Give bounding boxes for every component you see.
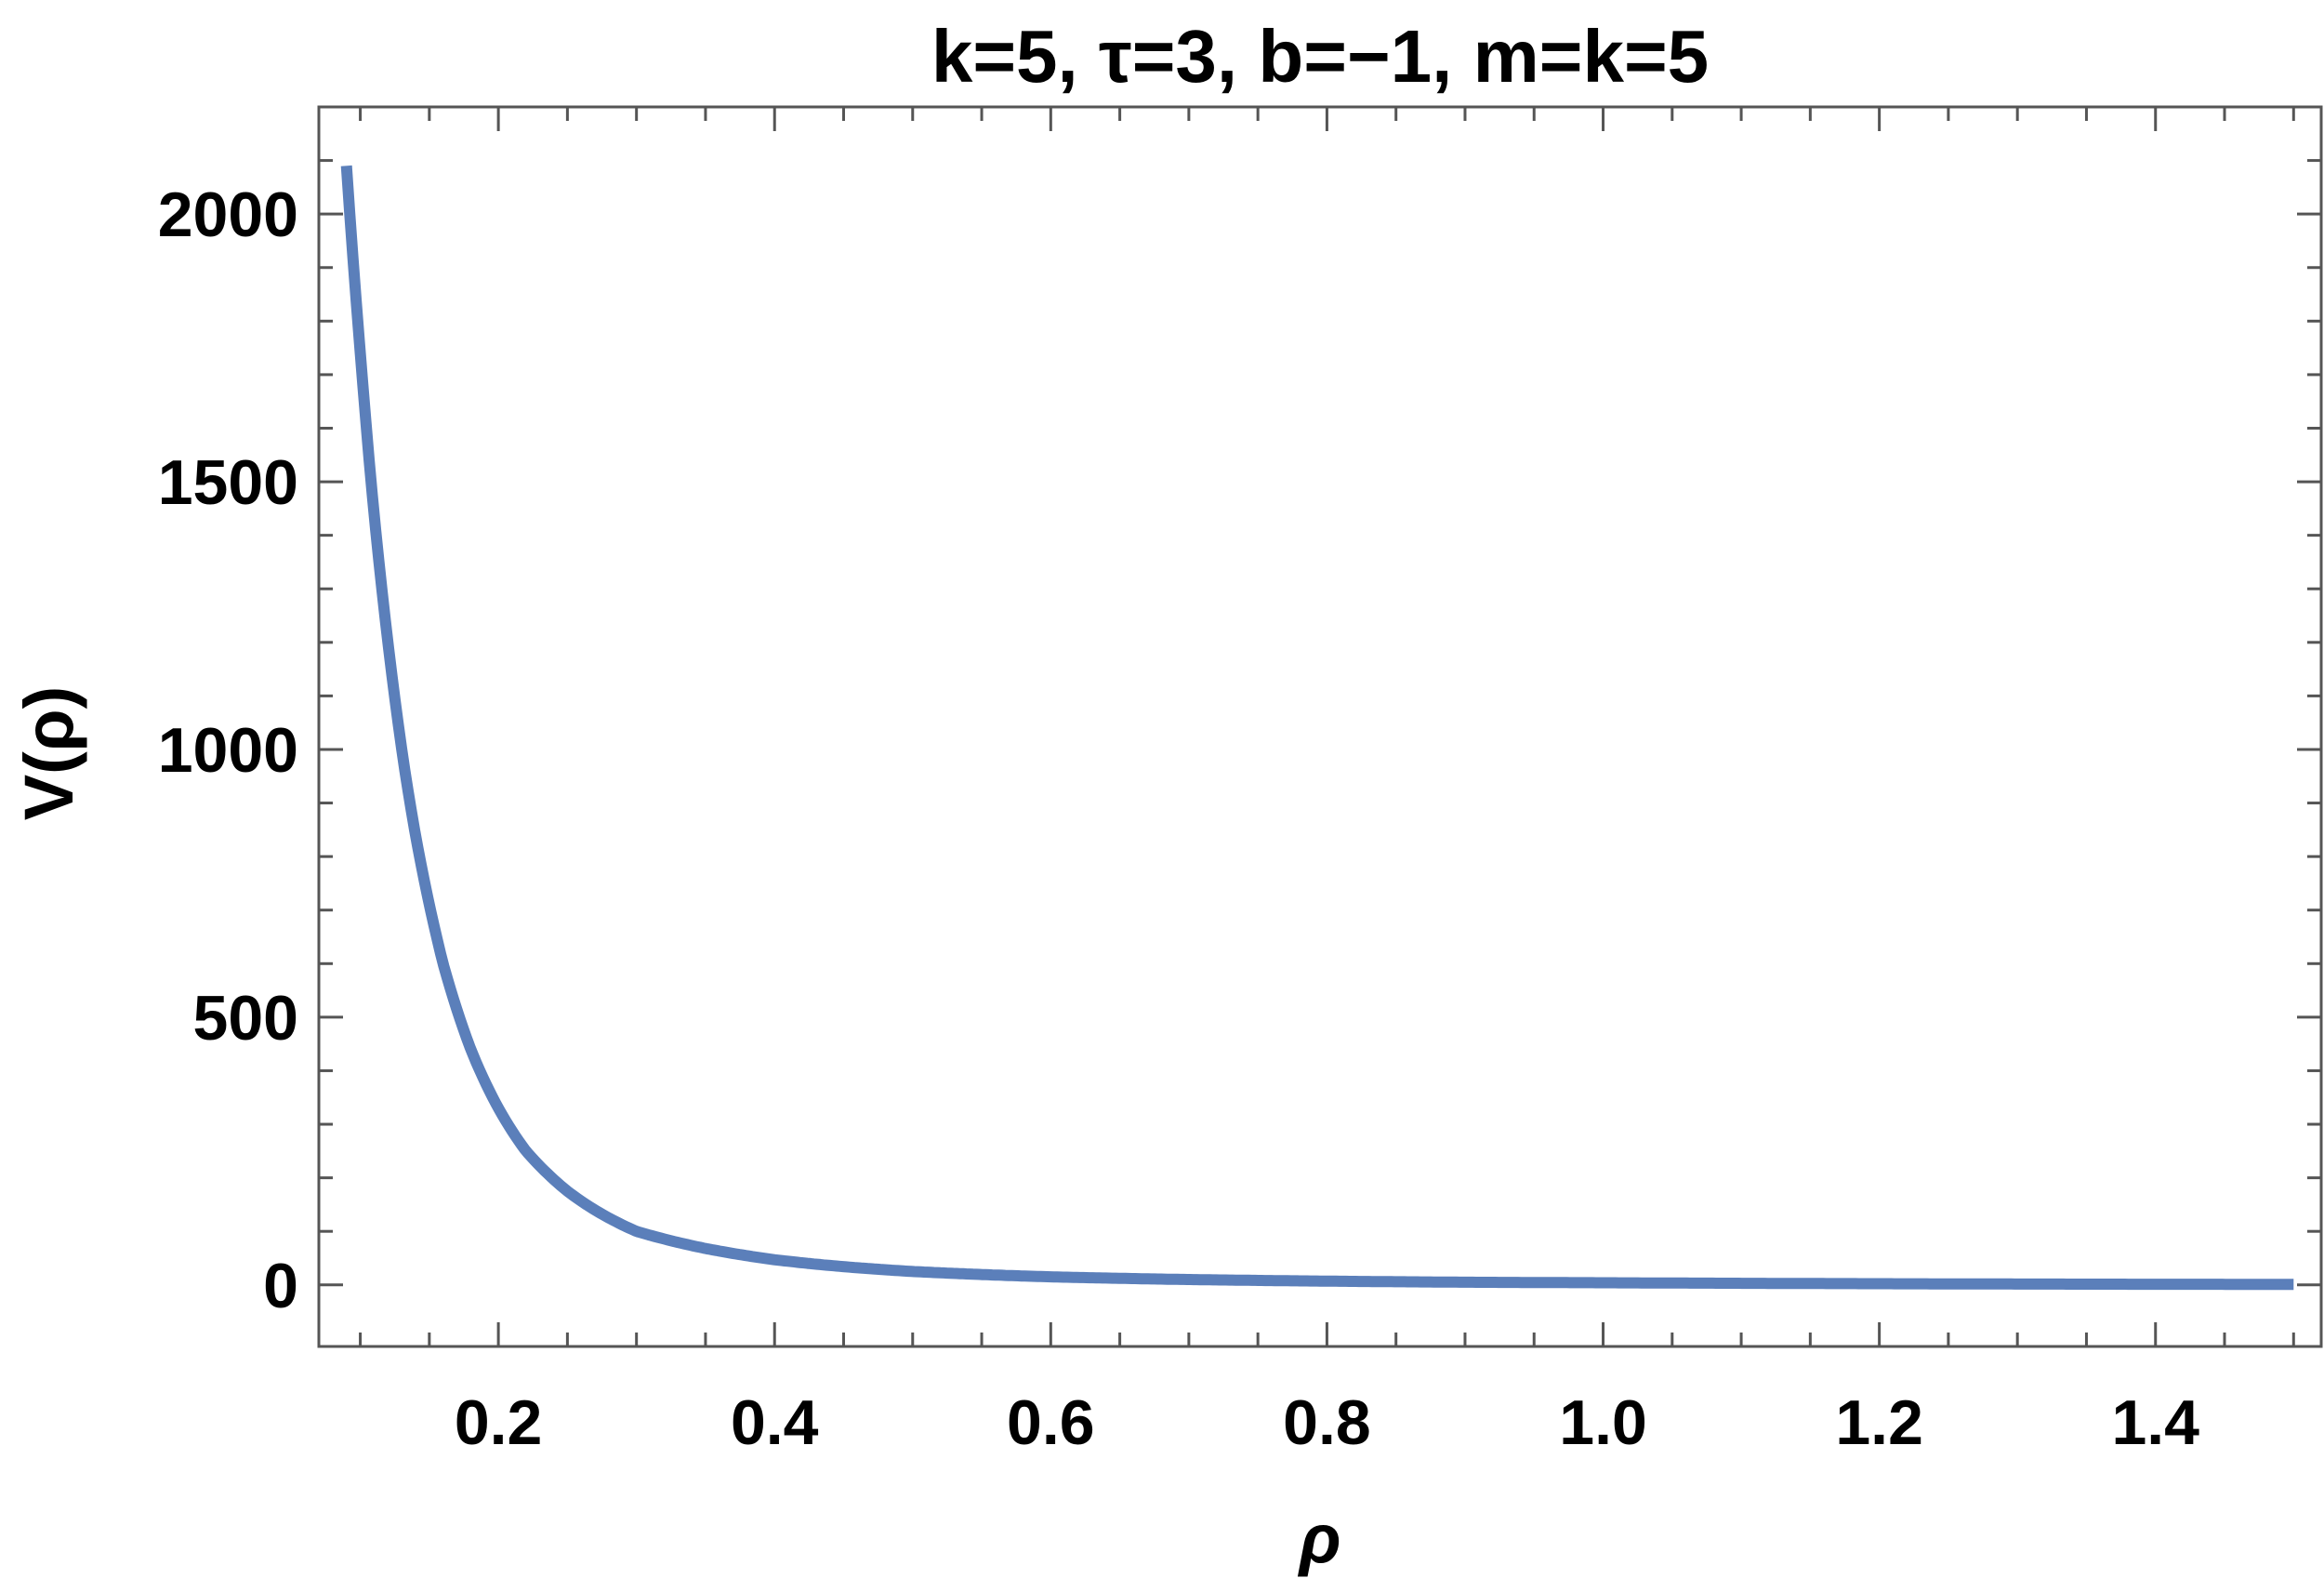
- x-tick-label: 0.4: [731, 1387, 819, 1458]
- y-tick-label: 1500: [158, 447, 298, 518]
- y-tick-label: 2000: [158, 179, 298, 250]
- x-tick-label: 1.2: [1835, 1387, 1923, 1458]
- x-tick-label: 0.8: [1283, 1387, 1371, 1458]
- x-tick-label: 0.6: [1007, 1387, 1095, 1458]
- x-tick-label: 1.4: [2111, 1387, 2199, 1458]
- axis-ticks: [319, 107, 2321, 1346]
- series-line: [340, 165, 2296, 1291]
- x-tick-label: 1.0: [1559, 1387, 1647, 1458]
- chart-title: k=5, τ=3, b=−1, m=k=5: [931, 15, 1709, 98]
- x-tick-label: 0.2: [455, 1387, 543, 1458]
- y-tick-label: 0: [263, 1251, 298, 1321]
- tick-labels: 0.2 0.4 0.6 0.8 1.0 1.2 1.4 0 500 1000 1500 2000: [158, 179, 2199, 1458]
- y-tick-label: 1000: [158, 715, 298, 786]
- plot-frame: [317, 105, 2323, 1348]
- x-axis-label: ρ: [1298, 1500, 1341, 1577]
- y-axis-label: V(ρ): [10, 686, 87, 820]
- y-tick-label: 500: [193, 983, 298, 1054]
